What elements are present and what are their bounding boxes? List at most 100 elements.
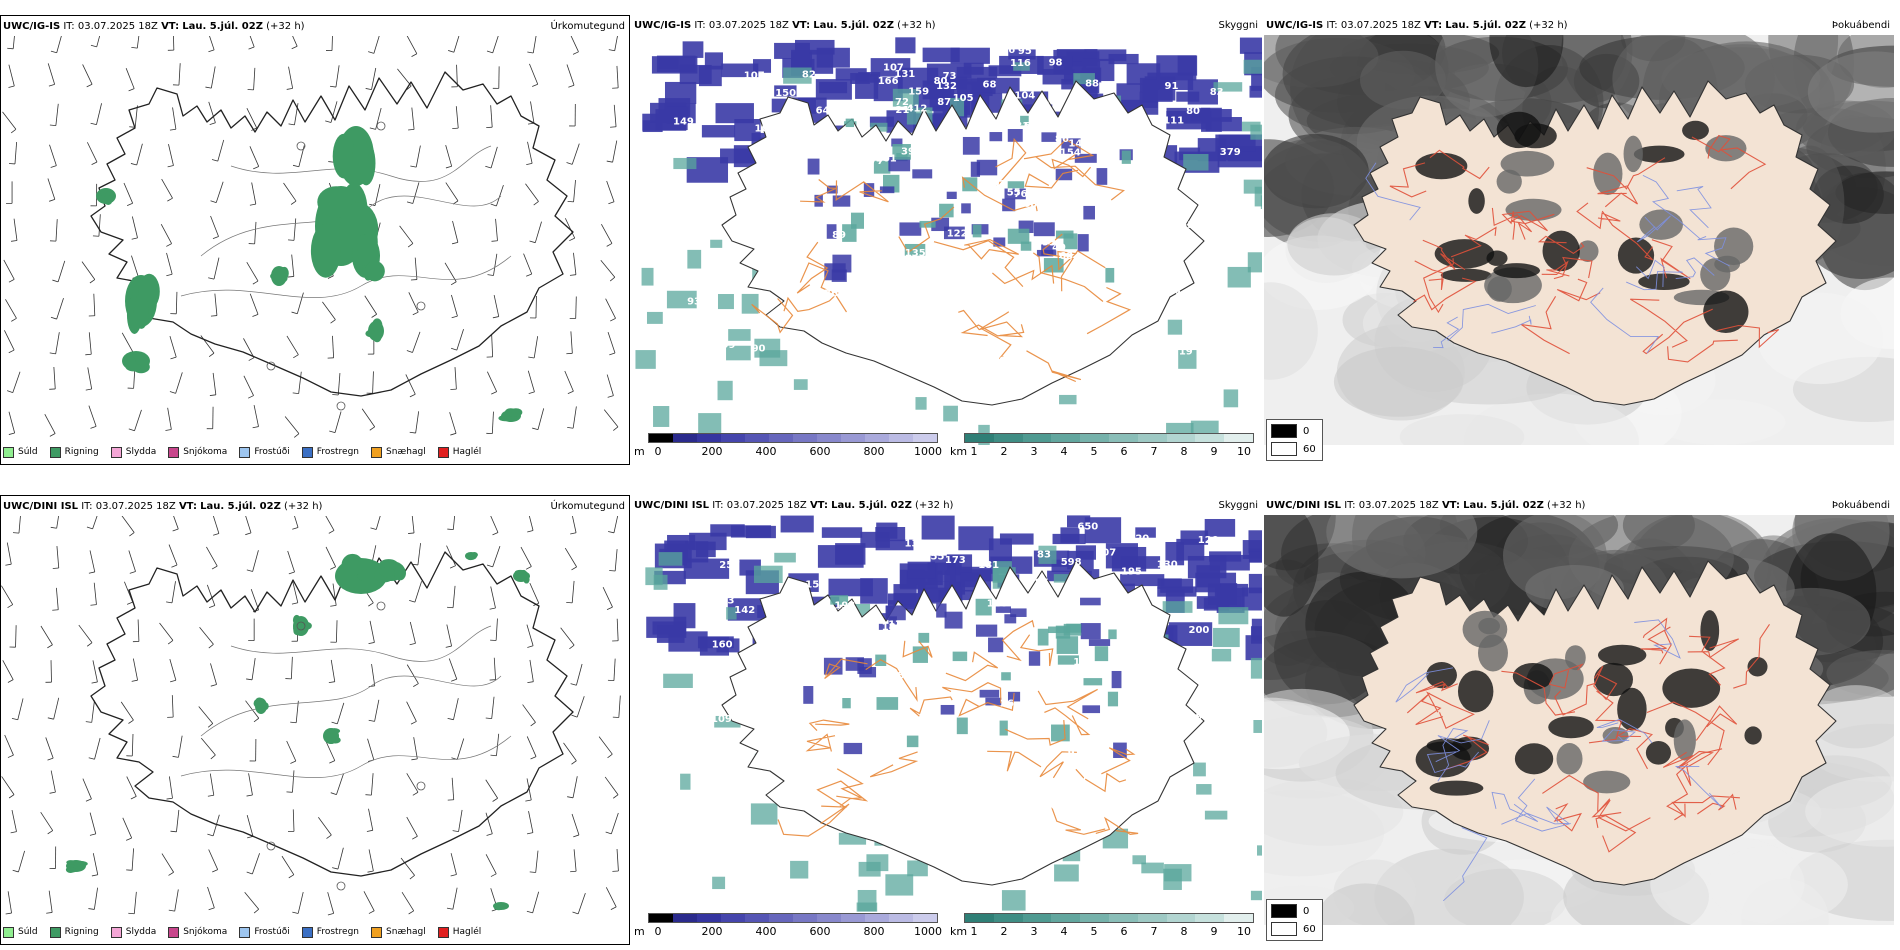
wind-barb (252, 426, 259, 429)
wind-barb (522, 704, 536, 723)
cloud-base-label: 76 (1146, 627, 1160, 638)
inland-cloud-cell (1094, 646, 1109, 662)
low-cloud-cell (1008, 49, 1036, 60)
wind-barb (129, 571, 136, 574)
wind-barb (568, 84, 575, 88)
rain-area (300, 621, 312, 630)
cloud-base-label: 160 (712, 640, 733, 651)
contour (180, 735, 512, 778)
wind-barb (411, 107, 415, 130)
wind-barb (406, 350, 413, 353)
wind-barb (53, 697, 60, 720)
rain-area (357, 234, 374, 266)
wind-barb (208, 277, 215, 280)
precip-legend-swatch (110, 446, 122, 458)
low-cloud-cell (780, 515, 814, 533)
wind-barb (415, 411, 420, 434)
inland-cloud-cell (1108, 629, 1117, 640)
inland-cloud-cell (939, 203, 954, 218)
inland-cloud-cell (859, 667, 877, 678)
wind-barb (337, 373, 341, 396)
colorbar-tick-label: 3 (1030, 445, 1038, 458)
station-marker (376, 121, 386, 131)
it-label: IT: (81, 501, 93, 512)
wind-barb (616, 618, 619, 641)
precip-areas (96, 126, 523, 422)
low-cloud-cell (960, 572, 980, 588)
wind-barb (489, 607, 496, 610)
vt-label: VT: (792, 20, 811, 31)
wind-barb (47, 644, 53, 649)
fog-patch (1493, 263, 1541, 279)
wind-barb (527, 370, 535, 393)
cloud-base-label: 77 (870, 156, 884, 167)
wind-barb (246, 261, 259, 282)
wind-barb (527, 681, 534, 684)
wind-barb (452, 516, 456, 530)
model-name: UWC/IG-IS (1266, 20, 1324, 31)
low-cloud-cell (815, 79, 852, 100)
inland-cloud-cell (1083, 678, 1103, 686)
precip-legend-label: Slydda (125, 927, 157, 937)
inland-cloud-cell (1080, 597, 1101, 606)
low-cloud-cell (1168, 622, 1213, 646)
valid-time: Lau. 5.júl. 02Z (1445, 20, 1526, 31)
low-cloud-cell (988, 538, 1012, 563)
wind-barb (85, 798, 92, 802)
rain-area (325, 736, 337, 744)
wind-barbs (2, 36, 619, 438)
wind-barb (456, 64, 458, 87)
low-cloud-cell (887, 593, 926, 605)
visibility-panel-ig: UWC/IG-IS IT: 03.07.2025 18Z VT: Lau. 5.… (632, 15, 1262, 465)
wind-barb (413, 683, 419, 687)
fog-patch (1617, 237, 1655, 274)
wind-barb (120, 701, 134, 721)
wind-barb (451, 294, 458, 317)
wind-barb (608, 531, 615, 534)
cloud-base-label: 25 (1016, 211, 1030, 222)
wind-barb (526, 624, 534, 646)
rain-area (270, 272, 282, 281)
contour (230, 625, 492, 662)
low-cloud-cell (895, 37, 916, 54)
fog-cell (1826, 649, 1894, 697)
low-cloud-cell (697, 636, 734, 649)
low-visibility-cell (1167, 319, 1183, 335)
low-visibility-cell (1250, 890, 1262, 901)
cloud-base-label: 76 (1036, 101, 1050, 112)
cloud-base-label: 88 (918, 848, 932, 859)
rain-area (280, 266, 289, 280)
colorbar-segment (745, 914, 769, 922)
cloud-base-label: 49 (1052, 242, 1066, 253)
wind-barb (8, 349, 15, 354)
wind-barb (612, 140, 618, 163)
lead-time: (+32 h) (1547, 500, 1586, 511)
wind-barb (330, 792, 337, 795)
wind-barb (56, 298, 64, 320)
wind-barb (87, 367, 93, 390)
wind-barb (122, 817, 133, 839)
low-cloud-cell (907, 561, 936, 579)
colorbar-tick-label: 1 (970, 445, 978, 458)
wind-barb (159, 622, 174, 641)
cloud-base-label: 106 (765, 600, 786, 611)
wind-barb (367, 738, 375, 760)
low-visibility-cell (728, 329, 751, 341)
wind-barb (288, 571, 295, 575)
precip-legend-item: Slydda (110, 446, 156, 458)
low-visibility-cell (1241, 121, 1261, 132)
wind-barb (329, 760, 335, 764)
wind-barb (248, 395, 254, 399)
wind-barb (45, 737, 54, 759)
colorbar-segment (769, 914, 793, 922)
wind-barb (89, 279, 96, 284)
fog-legend-item: 0 (1271, 424, 1309, 438)
cloud-base-label: 110 (732, 366, 753, 377)
panel-header: UWC/DINI ISL IT: 03.07.2025 18Z VT: Lau.… (1266, 499, 1892, 513)
fog-patch (1594, 662, 1633, 697)
inland-cloud-cell (1080, 623, 1101, 640)
wind-barb (327, 892, 335, 914)
cloud-base-label: 219 (1172, 347, 1193, 358)
cloud-base-label: 53 (1180, 220, 1194, 231)
